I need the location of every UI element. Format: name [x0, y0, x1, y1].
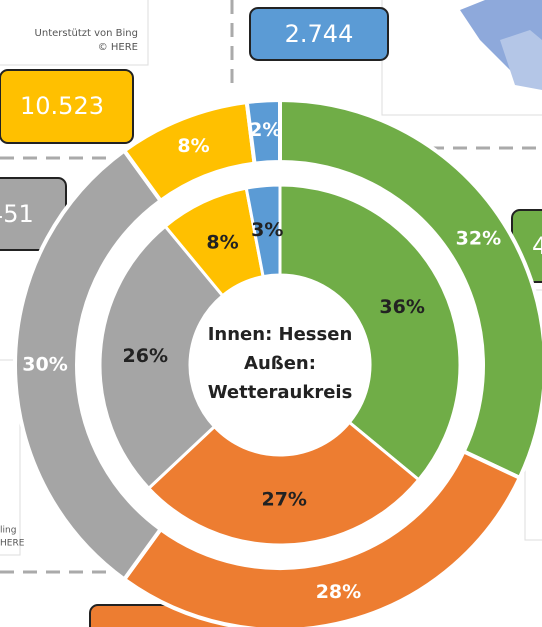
value-label: 8%: [177, 135, 209, 157]
center-label: Außen:: [244, 353, 316, 374]
callout-value: 10.523: [20, 92, 104, 120]
value-label: 36%: [379, 296, 424, 318]
donut-segment: [278, 97, 542, 481]
callout-value: 2.744: [285, 20, 354, 48]
value-label: 8%: [206, 231, 238, 253]
value-label: 28%: [316, 581, 361, 603]
value-label: 2%: [249, 119, 281, 141]
donut-hole: [192, 277, 368, 453]
attribution: © HERE: [98, 42, 138, 53]
donut-segment: [278, 183, 462, 482]
callout-value: 4: [532, 232, 542, 260]
center-label: Innen: Hessen: [208, 324, 353, 345]
map-panel: [0, 0, 149, 66]
value-label: 3%: [251, 219, 283, 241]
attribution: Unterstützt von Bing: [35, 28, 138, 39]
center-label: Wetteraukreis: [208, 382, 353, 403]
donut-segment: [244, 183, 282, 279]
donut-chart: 36% 27% 26% 8% 3% 32% 28% 30% 8% 2% Innen: Hessen A…: [13, 97, 542, 627]
value-label: 27%: [261, 488, 306, 510]
donut-segment: [98, 224, 225, 491]
separators: [0, 0, 542, 574]
value-label: 26%: [123, 345, 168, 367]
map-shape: [500, 30, 542, 90]
callout-box: [249, 7, 389, 61]
value-label: 30%: [22, 354, 67, 376]
value-label: 32%: [456, 228, 501, 250]
donut-segment: [244, 97, 282, 166]
attribution: ling: [0, 526, 16, 536]
donut-segment: [146, 420, 421, 547]
callout-box: [0, 69, 134, 144]
map-panel: [0, 359, 21, 556]
attribution: HERE: [0, 539, 25, 549]
callout-value: 451: [0, 200, 34, 228]
